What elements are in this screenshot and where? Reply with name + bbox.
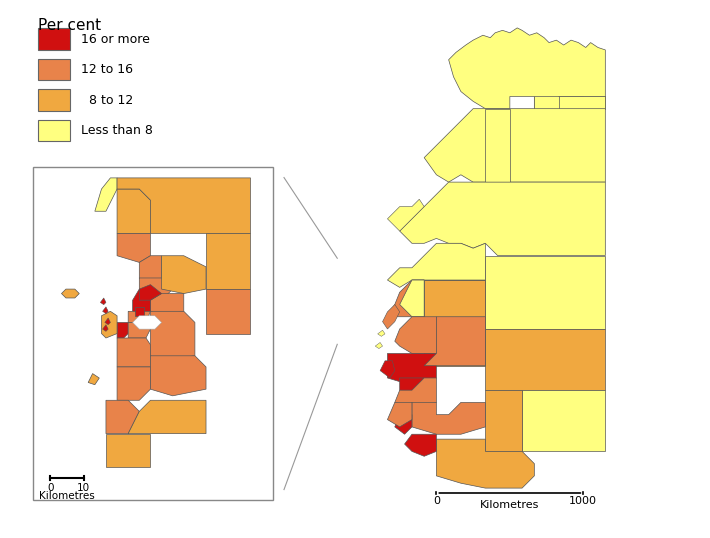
Polygon shape: [395, 317, 437, 353]
Polygon shape: [129, 312, 151, 322]
FancyBboxPatch shape: [38, 59, 70, 81]
Polygon shape: [151, 294, 184, 316]
Text: Per cent: Per cent: [38, 18, 102, 33]
Polygon shape: [400, 378, 424, 395]
Text: Kilometres: Kilometres: [39, 491, 95, 501]
Polygon shape: [388, 243, 486, 287]
Polygon shape: [162, 256, 206, 294]
Polygon shape: [106, 434, 151, 467]
Polygon shape: [424, 280, 486, 317]
Polygon shape: [405, 434, 437, 456]
Polygon shape: [100, 298, 106, 305]
Polygon shape: [375, 343, 383, 349]
Text: 0: 0: [433, 496, 440, 506]
Polygon shape: [103, 307, 108, 314]
Polygon shape: [139, 256, 162, 285]
Polygon shape: [388, 402, 412, 427]
Polygon shape: [117, 338, 151, 367]
Polygon shape: [424, 280, 486, 366]
Text: 10: 10: [77, 483, 90, 493]
FancyBboxPatch shape: [38, 120, 70, 141]
Polygon shape: [400, 182, 606, 256]
Polygon shape: [117, 367, 151, 400]
Polygon shape: [129, 400, 206, 434]
Polygon shape: [105, 318, 110, 324]
Polygon shape: [486, 329, 606, 390]
Polygon shape: [412, 402, 486, 434]
Polygon shape: [486, 109, 510, 182]
Polygon shape: [437, 439, 535, 488]
Polygon shape: [117, 189, 151, 233]
Polygon shape: [95, 178, 117, 211]
Polygon shape: [133, 316, 162, 329]
Bar: [33, 167, 273, 500]
Polygon shape: [383, 305, 400, 329]
Text: 16 or more: 16 or more: [81, 33, 150, 46]
Polygon shape: [395, 415, 412, 434]
Text: 0: 0: [47, 483, 54, 493]
Polygon shape: [535, 96, 606, 109]
Polygon shape: [117, 178, 251, 233]
Text: Less than 8: Less than 8: [81, 124, 153, 137]
Polygon shape: [117, 233, 151, 263]
Polygon shape: [388, 353, 437, 385]
Polygon shape: [117, 322, 129, 338]
Text: 8 to 12: 8 to 12: [81, 94, 133, 107]
Polygon shape: [106, 400, 139, 434]
Polygon shape: [380, 361, 395, 378]
Polygon shape: [102, 312, 117, 338]
Polygon shape: [133, 289, 151, 316]
Polygon shape: [135, 307, 143, 316]
Polygon shape: [424, 317, 486, 366]
Polygon shape: [486, 256, 606, 329]
FancyBboxPatch shape: [38, 89, 70, 111]
Polygon shape: [400, 280, 424, 317]
Polygon shape: [388, 199, 424, 231]
Polygon shape: [151, 312, 195, 360]
Polygon shape: [395, 378, 437, 410]
Polygon shape: [486, 390, 522, 451]
Text: Kilometres: Kilometres: [480, 500, 540, 511]
Polygon shape: [449, 28, 606, 109]
Polygon shape: [129, 322, 151, 338]
FancyBboxPatch shape: [38, 28, 70, 50]
Text: 12 to 16: 12 to 16: [81, 63, 133, 76]
Polygon shape: [522, 390, 606, 451]
Polygon shape: [424, 109, 606, 182]
Polygon shape: [62, 289, 80, 298]
Polygon shape: [388, 280, 424, 317]
Text: 1000: 1000: [569, 496, 597, 506]
Polygon shape: [103, 324, 108, 331]
Polygon shape: [139, 278, 173, 300]
Polygon shape: [88, 373, 99, 385]
Polygon shape: [206, 289, 251, 334]
Polygon shape: [559, 96, 606, 109]
Polygon shape: [206, 233, 251, 289]
Polygon shape: [378, 330, 385, 336]
Polygon shape: [139, 285, 162, 300]
Polygon shape: [151, 356, 206, 396]
